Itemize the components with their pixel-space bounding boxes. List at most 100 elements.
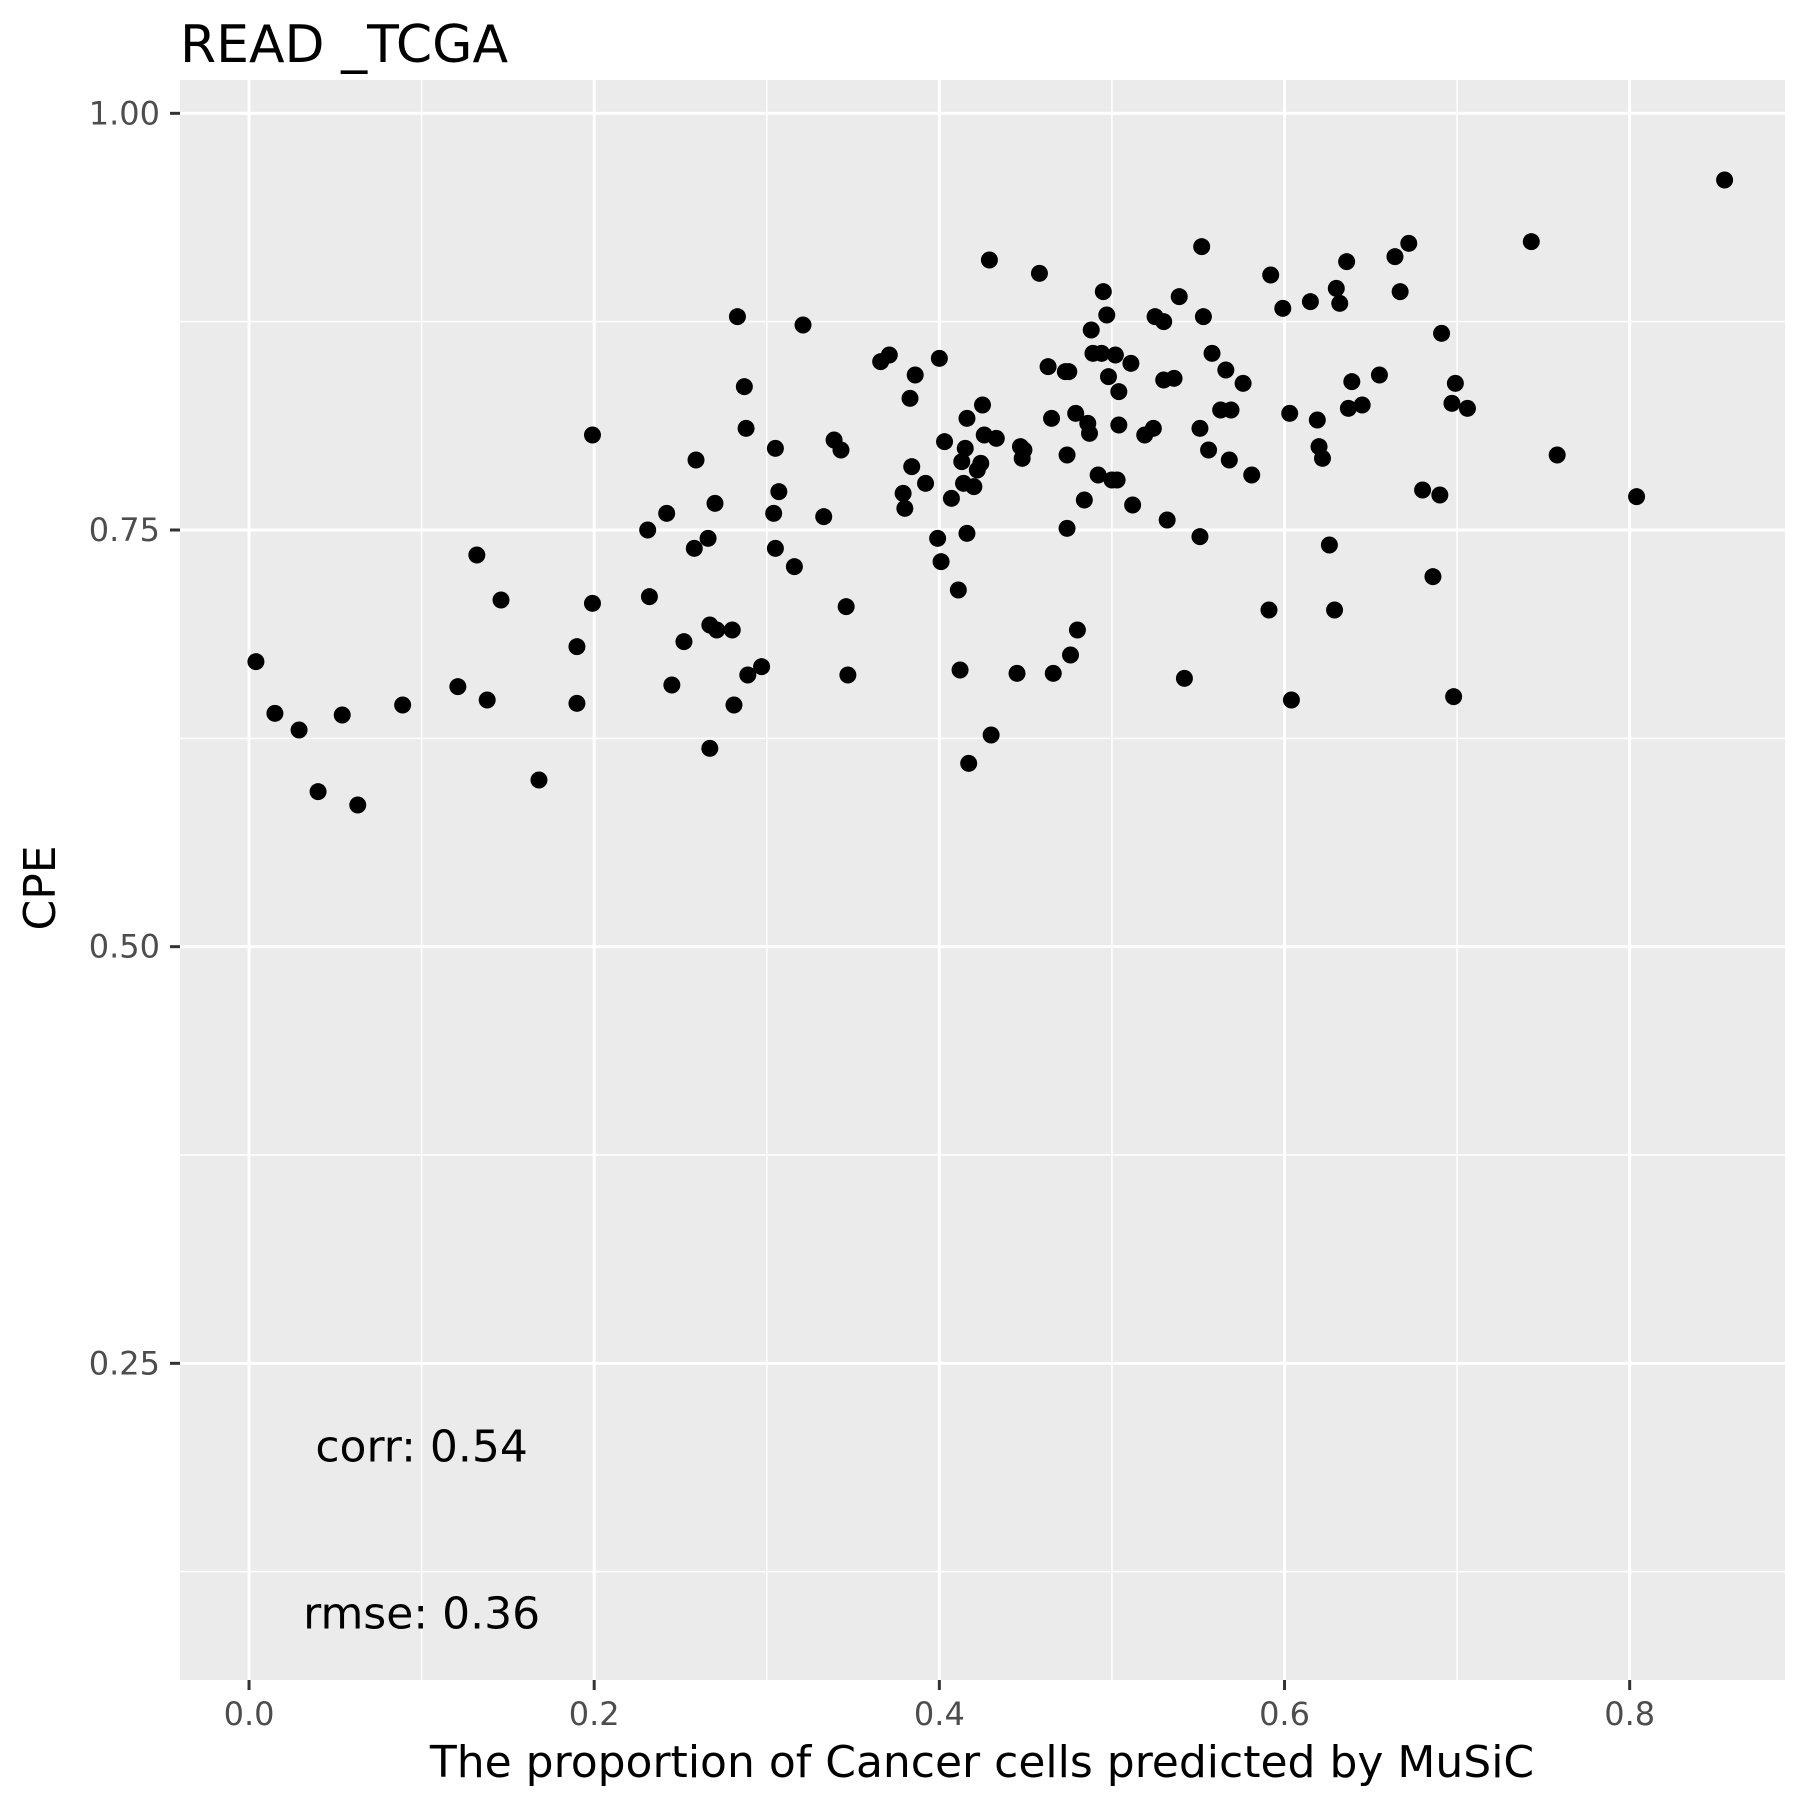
data-point: [1282, 691, 1300, 709]
data-point: [583, 426, 601, 444]
data-point: [1262, 266, 1280, 284]
data-point: [1030, 264, 1048, 282]
data-point: [972, 454, 990, 472]
data-point: [1008, 664, 1026, 682]
data-point: [1060, 363, 1078, 381]
data-point: [1039, 358, 1057, 376]
data-point: [1068, 621, 1086, 639]
data-point: [723, 621, 741, 639]
data-point: [640, 588, 658, 606]
x-tick-label: 0.6: [1259, 1695, 1310, 1733]
y-axis-title: CPE: [15, 845, 66, 930]
data-point: [1067, 404, 1085, 422]
data-point: [1194, 308, 1212, 326]
data-point: [1075, 491, 1093, 509]
data-point: [701, 739, 719, 757]
grid-lines: [180, 80, 1785, 1680]
data-point: [930, 349, 948, 367]
data-point: [942, 489, 960, 507]
data-point: [906, 366, 924, 384]
data-point: [1338, 253, 1356, 271]
data-point: [1015, 441, 1033, 459]
data-point: [708, 621, 726, 639]
data-point: [1414, 481, 1432, 499]
data-point: [1191, 528, 1209, 546]
data-point: [958, 409, 976, 427]
data-point: [1446, 374, 1464, 392]
data-point: [739, 666, 757, 684]
data-point: [1158, 511, 1176, 529]
data-point: [1424, 568, 1442, 586]
data-point: [1370, 366, 1388, 384]
data-point: [753, 658, 771, 676]
x-axis: 0.0 0.2 0.4 0.6 0.8: [224, 1680, 1655, 1733]
data-point: [1043, 409, 1061, 427]
data-point: [1458, 399, 1476, 417]
data-point: [917, 474, 935, 492]
data-point: [247, 653, 265, 671]
data-point: [1301, 293, 1319, 311]
data-point: [956, 439, 974, 457]
data-point: [1220, 451, 1238, 469]
data-point: [568, 694, 586, 712]
data-point: [953, 453, 971, 471]
data-point: [1124, 496, 1142, 514]
data-point: [1522, 233, 1540, 251]
data-point: [965, 478, 983, 496]
y-tick-label: 0.25: [89, 1344, 160, 1382]
x-tick-label: 0.8: [1604, 1695, 1655, 1733]
data-point: [815, 508, 833, 526]
data-point: [1331, 294, 1349, 312]
y-tick-label: 0.50: [89, 928, 160, 966]
data-point: [1094, 283, 1112, 301]
x-tick-label: 0.0: [224, 1695, 275, 1733]
data-point: [725, 696, 743, 714]
data-point: [1110, 383, 1128, 401]
data-point: [960, 754, 978, 772]
y-axis: 0.25 0.50 0.75 1.00: [89, 94, 180, 1382]
data-point: [958, 524, 976, 542]
data-point: [896, 499, 914, 517]
x-tick-label: 0.2: [569, 1695, 620, 1733]
data-point: [735, 378, 753, 396]
data-point: [492, 591, 510, 609]
data-point: [1081, 424, 1098, 442]
data-point: [1106, 346, 1124, 364]
data-point: [794, 316, 812, 334]
data-point: [832, 441, 850, 459]
data-point: [1110, 416, 1128, 434]
data-point: [1082, 321, 1100, 339]
data-point: [309, 783, 327, 801]
data-point: [1093, 344, 1111, 362]
data-point: [1108, 471, 1126, 489]
data-point: [987, 429, 1005, 447]
data-point: [837, 598, 855, 616]
data-point: [1339, 399, 1357, 417]
data-point: [1058, 446, 1076, 464]
data-point: [1274, 299, 1292, 317]
data-point: [1548, 446, 1566, 464]
data-point: [568, 638, 586, 656]
data-point: [1089, 466, 1107, 484]
data-point: [951, 661, 969, 679]
data-point: [1234, 374, 1252, 392]
data-point: [839, 666, 857, 684]
data-point: [1716, 171, 1734, 189]
stat-annotation: corr: 0.54: [315, 1422, 528, 1473]
data-point: [1353, 396, 1371, 414]
data-points: [247, 171, 1734, 814]
data-point: [1343, 373, 1361, 391]
data-point: [266, 704, 284, 722]
data-point: [1243, 466, 1261, 484]
data-point: [1313, 449, 1331, 467]
data-point: [1099, 368, 1117, 386]
data-point: [728, 308, 746, 326]
data-point: [1327, 279, 1345, 297]
data-point: [785, 558, 803, 576]
data-point: [1326, 601, 1344, 619]
data-point: [932, 553, 950, 571]
data-point: [765, 504, 783, 522]
data-point: [706, 494, 724, 512]
data-point: [980, 251, 998, 269]
data-point: [639, 521, 657, 539]
